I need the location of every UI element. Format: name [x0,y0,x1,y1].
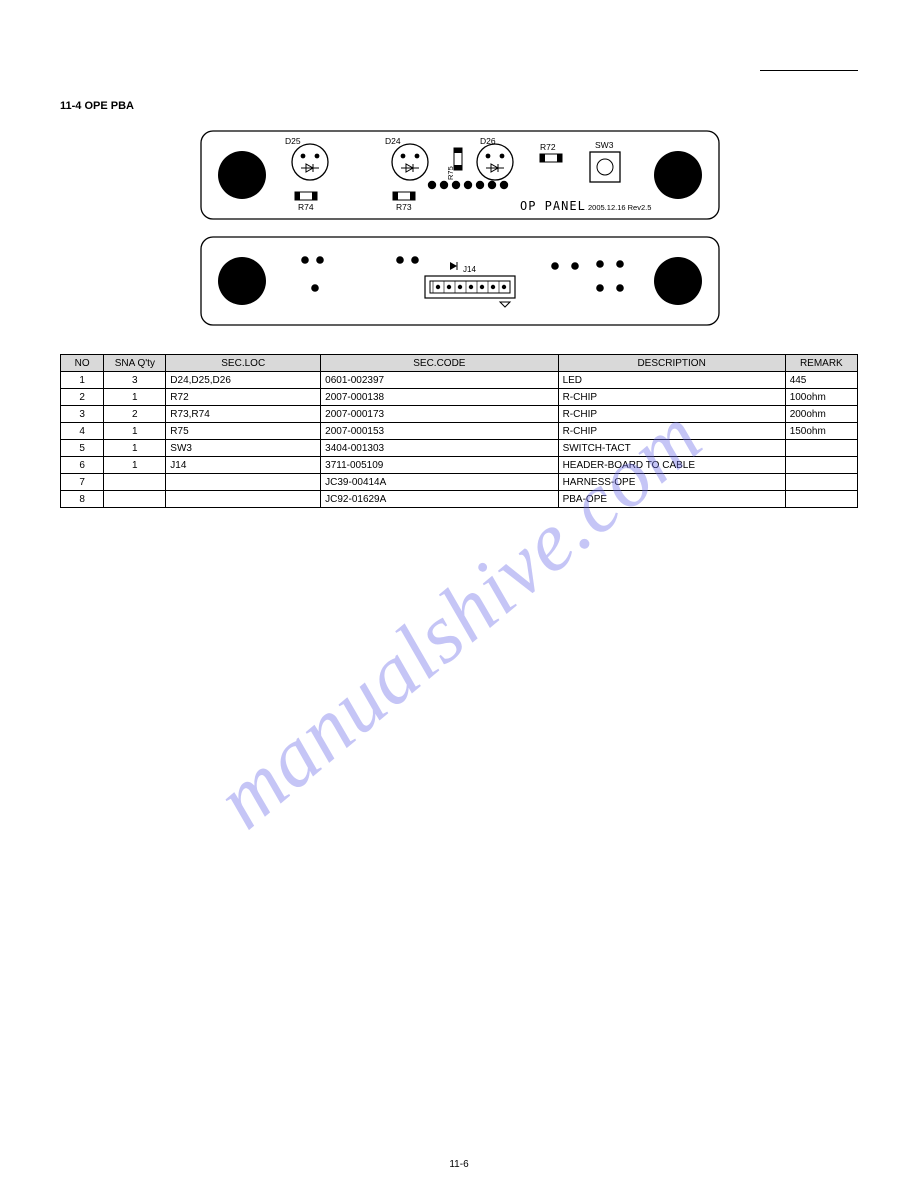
table-row: 2 1 R72 2007-000138 R-CHIP 100ohm [61,389,858,406]
th-rmk: REMARK [785,355,857,372]
th-no: NO [61,355,104,372]
pcb-bottom-svg: J14 [200,236,720,326]
th-code: SEC.CODE [321,355,558,372]
table-row: 5 1 SW3 3404-001303 SWITCH-TACT [61,440,858,457]
parts-table: NO SNA Q'ty SEC.LOC SEC.CODE DESCRIPTION… [60,354,858,508]
table-row: 6 1 J14 3711-005109 HEADER-BOARD TO CABL… [61,457,858,474]
page-number: 11-6 [449,1159,468,1170]
th-desc: DESCRIPTION [558,355,785,372]
table-row: 8 JC92-01629A PBA-OPE [61,491,858,508]
pcb-diagrams: D25 D24 D26 R75 R72 SW3 R74 R73 OP PANEL… [200,130,720,326]
label-r72: R72 [540,142,556,152]
label-r75: R75 [446,166,455,180]
label-d26: D26 [480,136,496,146]
table-row: 3 2 R73,R74 2007-000173 R-CHIP 200ohm [61,406,858,423]
label-daterev: 2005.12.16 Rev2.5 [588,203,651,212]
label-d25: D25 [285,136,301,146]
label-r74: R74 [298,202,314,212]
r75-icon [454,148,462,170]
table-row: 1 3 D24,D25,D26 0601-002397 LED 445 [61,372,858,389]
r74-icon [295,192,317,200]
label-op-panel: OP PANEL [520,199,586,213]
parts-table-body: 1 3 D24,D25,D26 0601-002397 LED 445 2 1 … [61,372,858,508]
th-loc: SEC.LOC [166,355,321,372]
label-sw3: SW3 [595,140,614,150]
r72-icon [540,154,562,162]
section-number: 11-4 OPE PBA [60,100,134,112]
label-j14: J14 [463,265,476,274]
table-row: 4 1 R75 2007-000153 R-CHIP 150ohm [61,423,858,440]
sw3-icon [590,152,620,182]
th-qty: SNA Q'ty [104,355,166,372]
pcb-top-svg: D25 D24 D26 R75 R72 SW3 R74 R73 OP PANEL… [200,130,720,220]
table-header-row: NO SNA Q'ty SEC.LOC SEC.CODE DESCRIPTION… [61,355,858,372]
label-d24: D24 [385,136,401,146]
table-row: 7 JC39-00414A HARNESS-OPE [61,474,858,491]
header-rule [760,70,858,71]
label-r73: R73 [396,202,412,212]
r73-icon [393,192,415,200]
